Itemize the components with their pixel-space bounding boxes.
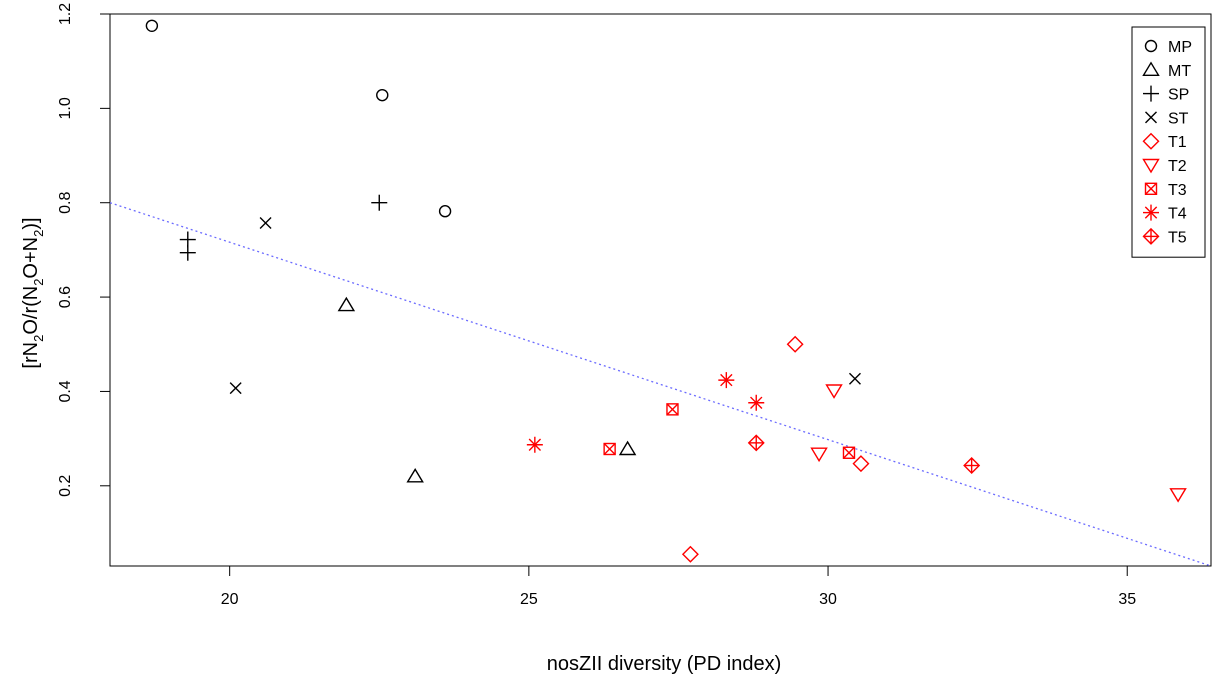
legend-marker-t3 (1144, 182, 1158, 196)
data-point-mt (618, 440, 637, 456)
data-point-mt (406, 467, 424, 483)
data-point-t1 (786, 335, 804, 353)
x-axis-title: nosZII diversity (PD index) (547, 653, 782, 675)
legend: MP MT SP ST T1 T2 T3 T4 T5 (1131, 26, 1206, 258)
data-point-st (229, 382, 242, 395)
data-point-sp (371, 194, 388, 211)
x-tick-label: 25 (520, 591, 538, 608)
x-tick-label: 35 (1118, 591, 1136, 608)
y-tick-label: 1.2 (57, 3, 74, 25)
y-tick-label: 1.0 (57, 97, 74, 119)
legend-label-t4: T4 (1168, 206, 1187, 223)
legend-label-mt: MT (1168, 63, 1191, 80)
legend-marker-st (1145, 111, 1157, 124)
legend-marker-mp (1144, 39, 1158, 53)
data-point-t1 (852, 455, 870, 473)
legend-label-t1: T1 (1168, 134, 1187, 151)
trend-line (109, 202, 1212, 567)
data-point-st (848, 372, 861, 385)
data-point-sp (179, 244, 196, 261)
x-axis: 20 25 30 35 (221, 566, 1136, 608)
data-points (145, 19, 1187, 563)
legend-label-mp: MP (1168, 39, 1192, 56)
y-tick-label: 0.2 (57, 475, 74, 497)
y-axis-title: [rN2O/r(N2O+N2)] (20, 217, 46, 368)
legend-marker-t2 (1142, 158, 1160, 174)
y-axis: 0.2 0.4 0.6 0.8 1.0 1.2 (57, 3, 110, 497)
data-point-t1 (681, 545, 699, 563)
y-tick-label: 0.4 (57, 380, 74, 402)
data-point-t5 (963, 457, 981, 474)
data-point-mp (438, 205, 452, 218)
trend-line-group (109, 202, 1212, 567)
data-point-t5 (747, 434, 765, 452)
y-tick-label: 0.8 (57, 191, 74, 213)
legend-label-sp: SP (1168, 87, 1189, 104)
data-point-t2 (825, 384, 843, 399)
legend-label-st: ST (1168, 110, 1189, 127)
data-point-mt (337, 296, 356, 312)
legend-marker-t4 (1143, 204, 1159, 221)
legend-marker-t5 (1142, 227, 1160, 245)
data-point-t2 (1169, 488, 1187, 503)
data-point-t4 (748, 394, 765, 411)
data-point-t3 (842, 446, 856, 459)
data-point-st (259, 217, 272, 230)
data-point-mp (145, 19, 159, 32)
legend-marker-sp (1143, 85, 1159, 102)
data-point-t4 (718, 372, 735, 389)
x-tick-label: 20 (221, 591, 239, 608)
legend-marker-t1 (1142, 132, 1160, 150)
data-point-t4 (526, 436, 543, 453)
data-point-t3 (603, 442, 616, 456)
legend-label-t2: T2 (1168, 158, 1187, 175)
legend-label-t5: T5 (1168, 229, 1187, 246)
plot-frame (109, 13, 1212, 567)
data-point-mp (376, 88, 389, 102)
data-point-t2 (810, 447, 828, 463)
data-point-t3 (666, 403, 679, 416)
x-tick-label: 30 (819, 591, 837, 608)
y-tick-label: 0.6 (57, 286, 74, 308)
legend-marker-mt (1142, 61, 1160, 77)
legend-label-t3: T3 (1168, 182, 1187, 199)
